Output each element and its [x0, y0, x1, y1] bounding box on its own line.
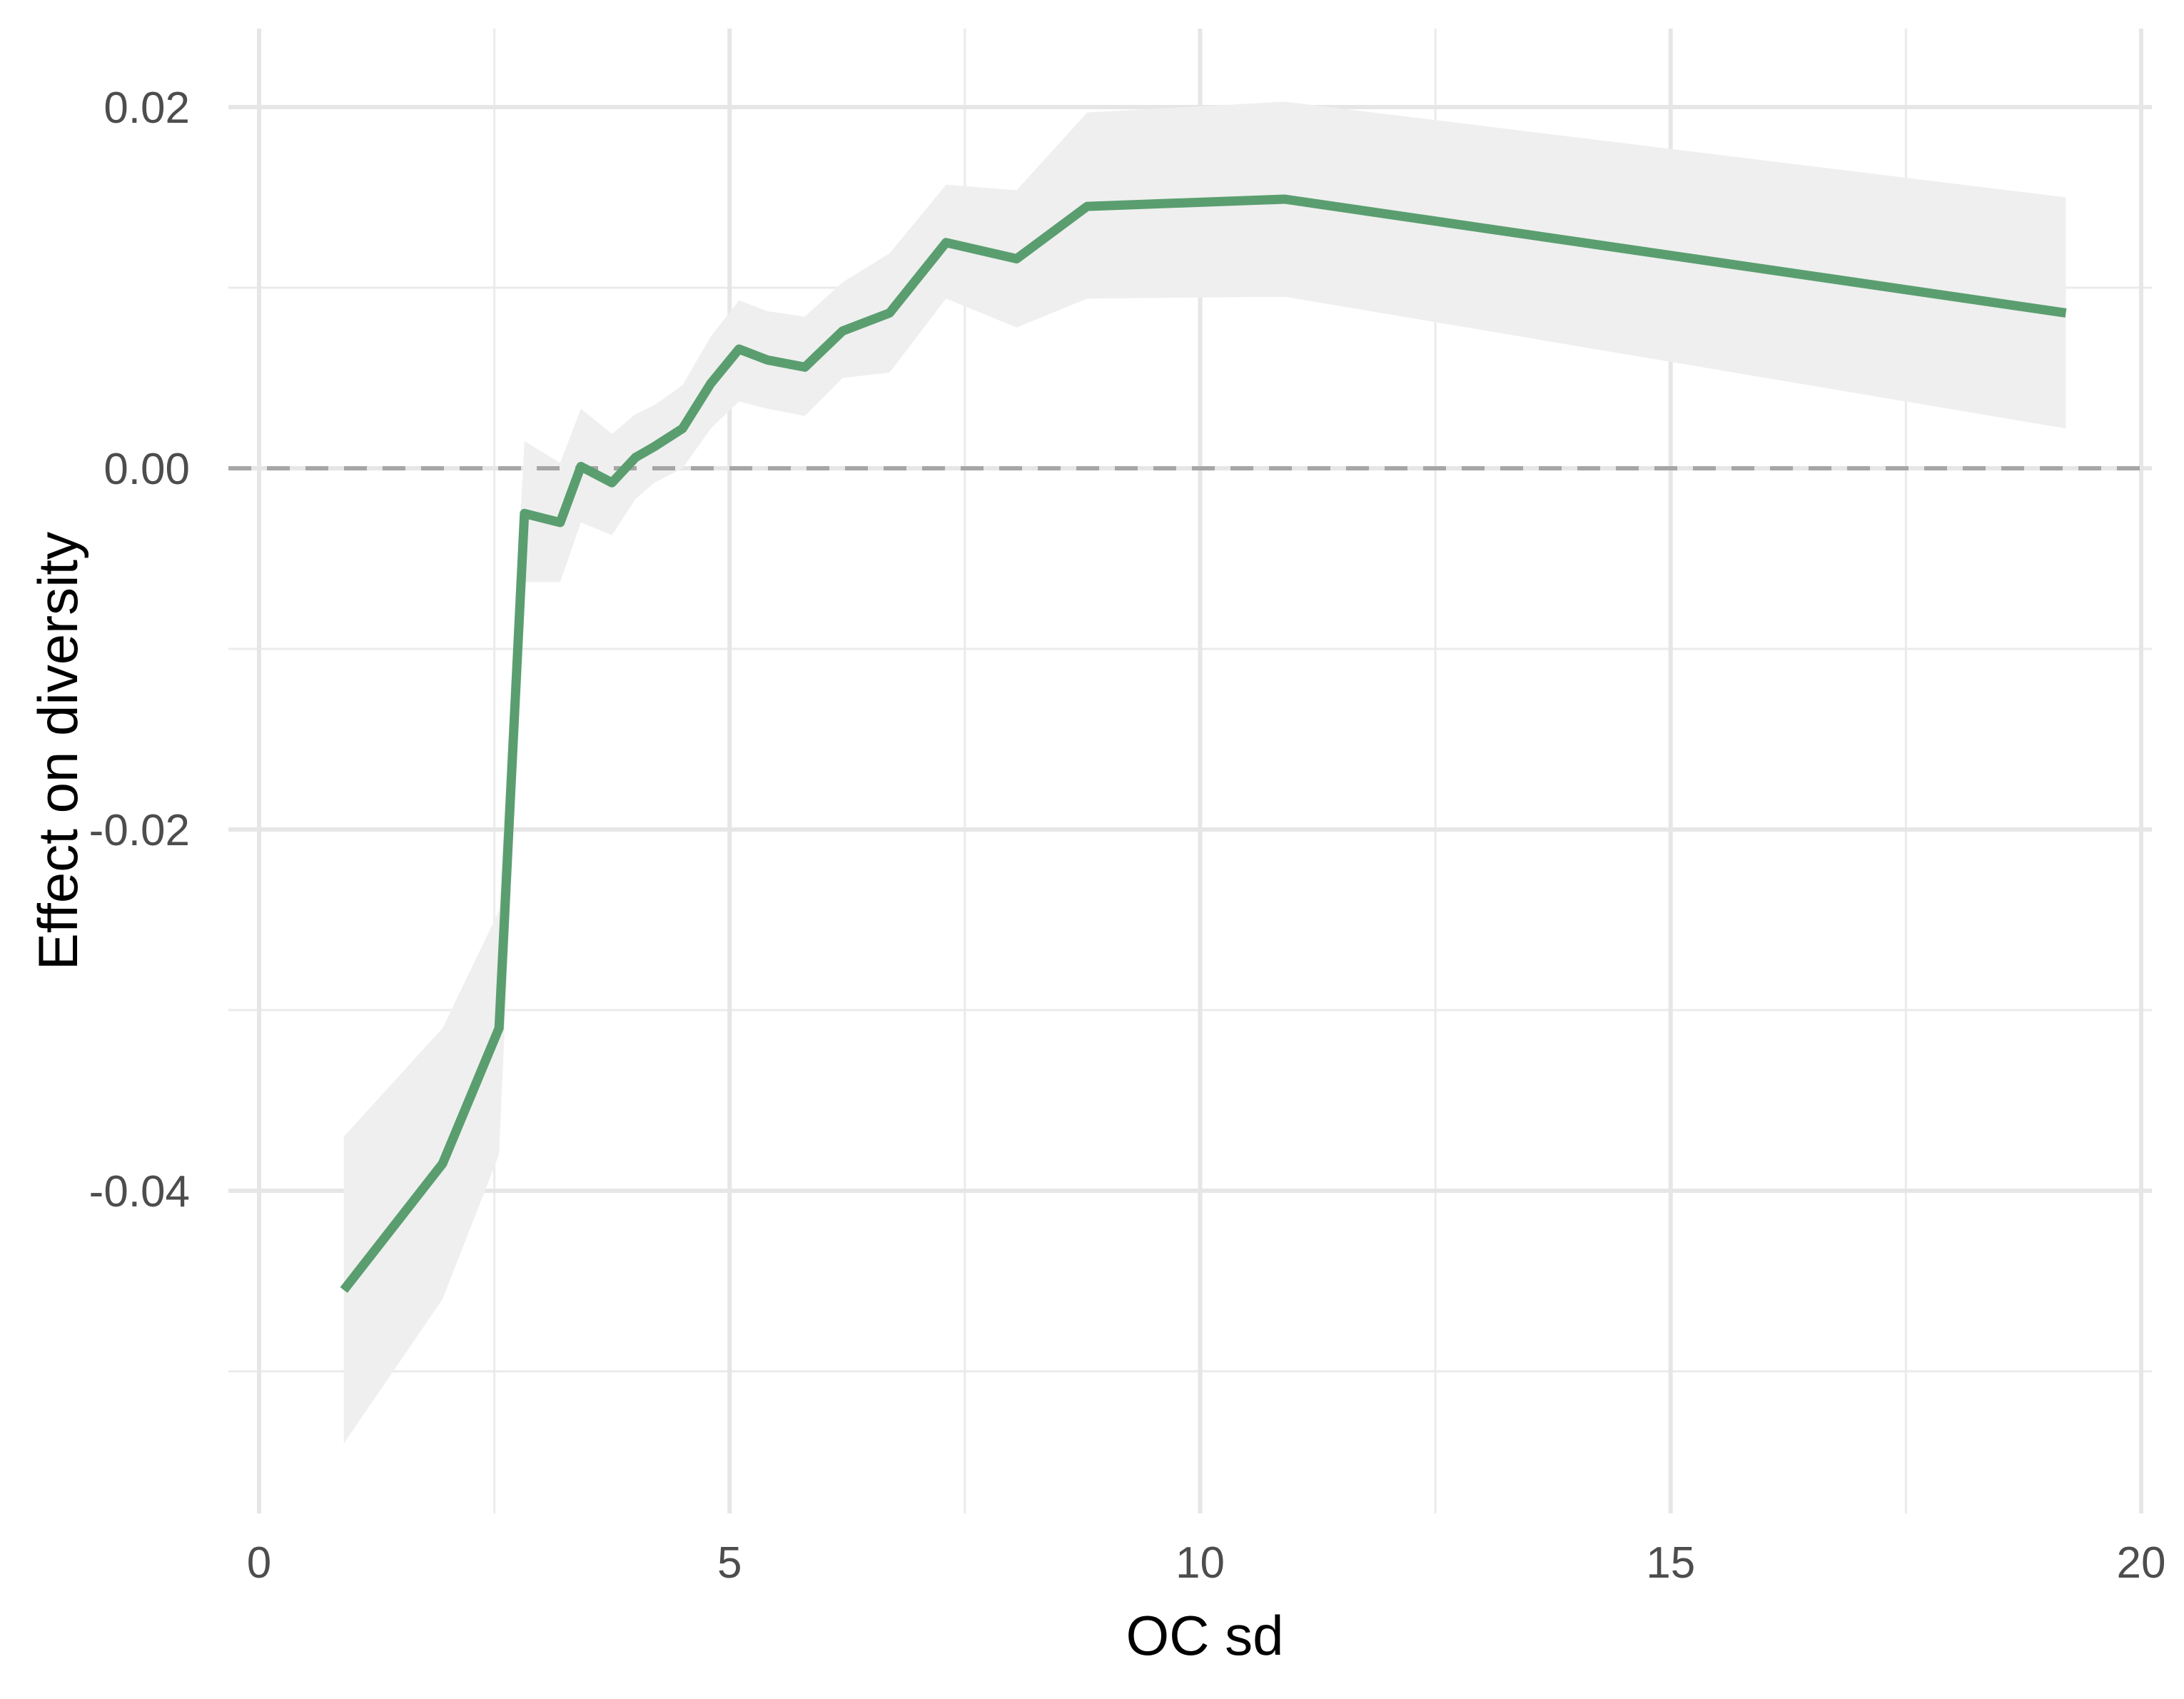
- series-line: [340, 194, 2067, 1294]
- confidence-band-layer: [343, 101, 2066, 1444]
- y-axis-ticks: -0.04 -0.02 0.00 0.02: [89, 84, 190, 1216]
- y-tick-label: 0.02: [103, 84, 190, 133]
- y-tick-label: -0.02: [89, 806, 190, 855]
- x-tick-label: 0: [247, 1538, 271, 1588]
- y-axis-title: Effect on diversity: [26, 532, 89, 970]
- series-line-layer: [340, 194, 2067, 1294]
- x-tick-label: 5: [717, 1538, 742, 1588]
- y-tick-label: -0.04: [89, 1167, 190, 1216]
- x-tick-label: 10: [1176, 1538, 1225, 1588]
- x-tick-label: 15: [1646, 1538, 1695, 1588]
- x-axis-ticks: 0 5 10 15 20: [247, 1538, 2166, 1588]
- x-axis-title: OC sd: [1126, 1604, 1283, 1667]
- x-tick-label: 20: [2117, 1538, 2166, 1588]
- confidence-band: [343, 101, 2066, 1444]
- y-tick-label: 0.00: [103, 445, 190, 494]
